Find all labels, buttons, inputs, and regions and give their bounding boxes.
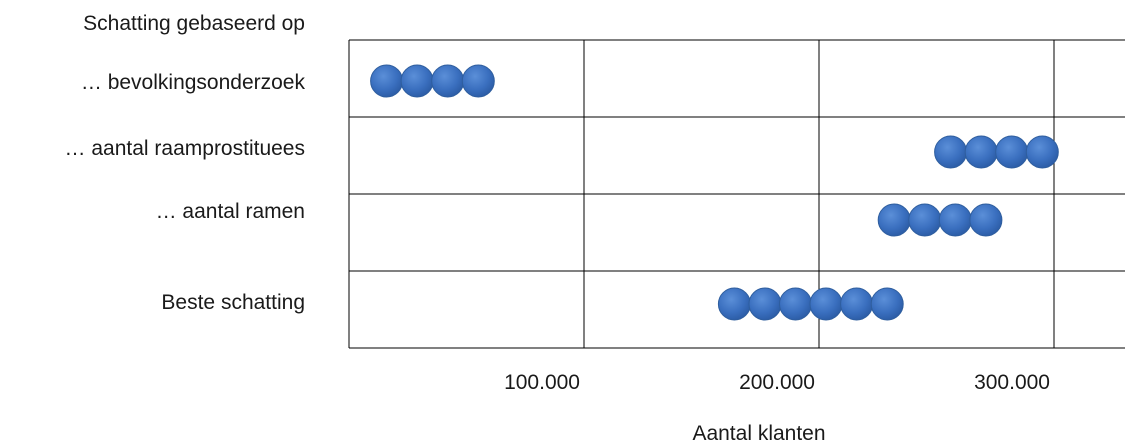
row-header-label: Schatting gebaseerd op — [83, 12, 305, 35]
row-labels: … bevolkingsonderzoek … aantal raamprosti… — [65, 71, 306, 314]
data-point — [1025, 135, 1059, 169]
row-label: … bevolkingsonderzoek — [81, 71, 306, 94]
x-axis-title: Aantal klanten — [692, 422, 825, 445]
x-tick-label: 100.000 — [504, 371, 580, 394]
x-tick-label: 300.000 — [974, 371, 1050, 394]
data-point — [461, 64, 495, 98]
data-point — [748, 287, 782, 321]
plot-grid — [348, 39, 1125, 349]
data-point — [877, 203, 911, 237]
data-point — [370, 64, 404, 98]
data-point — [840, 287, 874, 321]
data-point — [938, 203, 972, 237]
x-axis-tick-labels: 100.000 200.000 300.000 — [504, 371, 1050, 394]
x-tick-label: 200.000 — [739, 371, 815, 394]
data-point — [934, 135, 968, 169]
row-label: … aantal raamprostituees — [65, 137, 305, 160]
data-points — [370, 64, 1059, 321]
data-point — [400, 64, 434, 98]
data-point — [779, 287, 812, 321]
data-point — [717, 287, 751, 321]
row-label: … aantal ramen — [156, 200, 305, 223]
data-point — [431, 64, 465, 98]
data-point — [995, 135, 1029, 169]
data-point — [964, 135, 998, 169]
row-label: Beste schatting — [161, 291, 305, 314]
data-point — [870, 287, 904, 321]
data-point — [809, 287, 843, 321]
data-point — [969, 203, 1003, 237]
data-point — [908, 203, 942, 237]
